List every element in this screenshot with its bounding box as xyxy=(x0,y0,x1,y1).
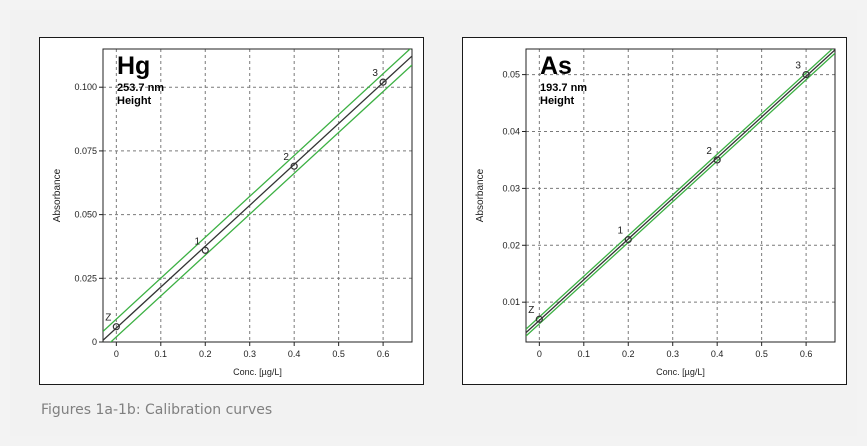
chart-as-band-upper xyxy=(526,49,834,330)
chart-as-xtick-label-2: 0.2 xyxy=(622,349,635,359)
chart-as-xtick-label-1: 0.1 xyxy=(578,349,591,359)
figure-caption: Figures 1a-1b: Calibration curves xyxy=(41,402,273,418)
chart-hg-subtitle-1: 253.7 nm xyxy=(117,82,164,94)
chart-hg-point-2 xyxy=(290,162,298,170)
chart-as-band-lower xyxy=(526,52,835,337)
chart-as-point-label-0: Z xyxy=(528,305,534,316)
chart-hg-point-label-3: 3 xyxy=(372,68,378,79)
chart-as-ytick-label-3: 0.04 xyxy=(502,126,520,136)
chart-as-xtick-label-5: 0.5 xyxy=(755,349,768,359)
chart-as-point-label-2: 2 xyxy=(706,146,712,157)
chart-hg-xtick-label-2: 0.2 xyxy=(199,349,212,359)
chart-as-ytick-label-2: 0.03 xyxy=(502,183,520,193)
chart-as-point-0 xyxy=(535,315,543,323)
chart-hg-ytick-label-4: 0.100 xyxy=(74,82,97,92)
figure-panel: 0 0.1 0.2 0.3 0.4 0.5 0.6 0 0.025 0.050 0.075 0.100… xyxy=(10,10,857,436)
chart-as-ytick-label-4: 0.05 xyxy=(502,70,520,80)
chart-hg-ytick-label-2: 0.050 xyxy=(74,210,97,220)
chart-hg-point-1 xyxy=(201,246,209,254)
chart-hg-xtick-label-6: 0.6 xyxy=(377,349,390,359)
chart-as-subtitle-1: 193.7 nm xyxy=(540,82,587,94)
chart-as-lines xyxy=(526,49,835,337)
chart-as-svg: 0 0.1 0.2 0.3 0.4 0.5 0.6 0.01 0.02 0.03 0.04 0.05 C… xyxy=(475,48,836,377)
chart-hg-point-label-2: 2 xyxy=(283,152,289,163)
chart-as-xtick-label-6: 0.6 xyxy=(800,349,813,359)
chart-as: 0 0.1 0.2 0.3 0.4 0.5 0.6 0.01 0.02 0.03 0.04 0.05 C… xyxy=(462,37,847,385)
chart-as-ytick-label-1: 0.02 xyxy=(502,240,520,250)
chart-hg-ytick-label-1: 0.025 xyxy=(74,273,97,283)
chart-hg-xtick-label-4: 0.4 xyxy=(288,349,301,359)
chart-hg-title: Hg xyxy=(117,52,150,80)
chart-hg-xlabel: Conc. [µg/L] xyxy=(233,367,282,377)
chart-as-ytick-label-0: 0.01 xyxy=(502,297,520,307)
chart-hg-point-label-0: Z xyxy=(105,313,111,324)
chart-hg-point-label-1: 1 xyxy=(194,236,200,247)
chart-hg-svg: 0 0.1 0.2 0.3 0.4 0.5 0.6 0 0.025 0.050 0.075 0.100… xyxy=(52,48,413,377)
chart-hg-plot-frame xyxy=(102,48,413,343)
chart-as-point-2 xyxy=(713,156,721,164)
chart-as-xtick-label-4: 0.4 xyxy=(711,349,724,359)
chart-hg-band-lower xyxy=(109,64,412,342)
chart-as-plot-frame xyxy=(525,48,836,343)
chart-hg-fit-line xyxy=(103,55,412,341)
chart-hg-xtick-label-3: 0.3 xyxy=(243,349,256,359)
chart-as-point-label-1: 1 xyxy=(617,226,623,237)
chart-as-point-3 xyxy=(802,71,810,79)
chart-as-xtick-label-3: 0.3 xyxy=(666,349,679,359)
chart-hg-xtick-label-5: 0.5 xyxy=(332,349,345,359)
chart-as-xtick-label-0: 0 xyxy=(537,349,542,359)
chart-hg-lines xyxy=(103,49,412,342)
chart-hg-band-upper xyxy=(103,49,411,332)
chart-hg: 0 0.1 0.2 0.3 0.4 0.5 0.6 0 0.025 0.050 0.075 0.100… xyxy=(39,37,424,385)
chart-as-subtitle-2: Height xyxy=(540,95,575,107)
chart-as-ylabel: Absorbance xyxy=(475,168,486,222)
chart-hg-point-0 xyxy=(112,323,120,331)
chart-hg-subtitle-2: Height xyxy=(117,95,152,107)
chart-hg-ytick-label-3: 0.075 xyxy=(74,146,97,156)
chart-hg-xtick-label-1: 0.1 xyxy=(155,349,168,359)
chart-hg-ylabel: Absorbance xyxy=(52,168,63,222)
chart-hg-ytick-label-0: 0 xyxy=(92,337,97,347)
chart-as-title: As xyxy=(540,52,572,80)
chart-as-fit-line xyxy=(526,49,835,334)
chart-as-point-1 xyxy=(624,235,632,244)
chart-hg-xtick-label-0: 0 xyxy=(114,349,119,359)
chart-hg-point-3 xyxy=(379,78,387,86)
chart-as-point-label-3: 3 xyxy=(795,61,801,72)
chart-as-xlabel: Conc. [µg/L] xyxy=(656,367,705,377)
